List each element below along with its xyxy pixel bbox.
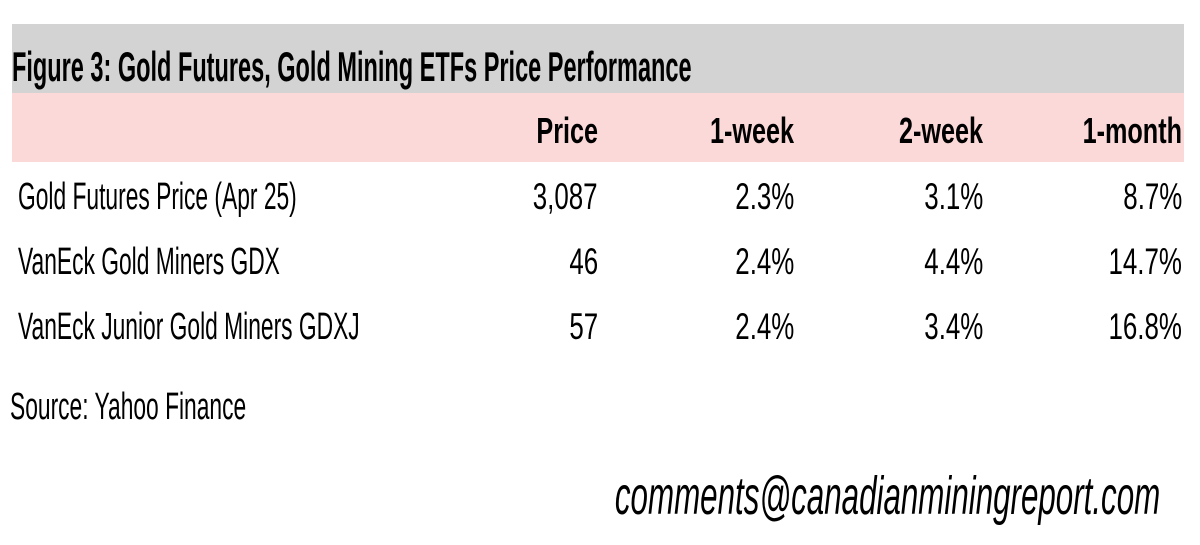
contact-email: comments@canadianminingreport.com xyxy=(220,469,1160,523)
row-label: VanEck Junior Gold Miners GDXJ xyxy=(18,305,360,348)
cell-1-month: 16.8% xyxy=(985,308,1184,345)
cell-2-week: 3.4% xyxy=(796,308,985,345)
figure-title-bar: Figure 3: Gold Futures, Gold Mining ETFs… xyxy=(12,24,1184,93)
price-value: 46 xyxy=(569,241,598,282)
1-week-value: 2.4% xyxy=(734,241,794,282)
table-row-gdxj: VanEck Junior Gold Miners GDXJ 57 2.4% 3… xyxy=(12,294,1184,359)
source-note: Source: Yahoo Finance xyxy=(10,388,404,426)
contact-email-text: comments@canadianminingreport.com xyxy=(614,466,1160,526)
1-month-value: 14.7% xyxy=(1108,241,1182,282)
cell-2-week: 4.4% xyxy=(796,243,985,280)
table-header-row: Price 1-week 2-week 1-month xyxy=(12,93,1184,162)
table-row-gdx: VanEck Gold Miners GDX 46 2.4% 4.4% 14.7… xyxy=(12,229,1184,294)
2-week-value: 3.4% xyxy=(923,306,983,347)
column-header-1-week: 1-week xyxy=(709,109,794,151)
column-header-price-cell: Price xyxy=(380,109,600,151)
source-text: Source: Yahoo Finance xyxy=(10,386,247,428)
column-header-1-month: 1-month xyxy=(1082,109,1182,151)
row-label-cell: VanEck Junior Gold Miners GDXJ xyxy=(12,308,380,346)
cell-2-week: 3.1% xyxy=(796,178,985,215)
figure-title: Figure 3: Gold Futures, Gold Mining ETFs… xyxy=(12,42,692,90)
row-label-cell: Gold Futures Price (Apr 25) xyxy=(12,178,380,216)
2-week-value: 3.1% xyxy=(923,176,983,217)
1-month-value: 8.7% xyxy=(1122,176,1182,217)
cell-price: 3,087 xyxy=(380,178,600,215)
cell-price: 57 xyxy=(380,308,600,345)
cell-1-week: 2.3% xyxy=(600,178,796,215)
cell-1-month: 8.7% xyxy=(985,178,1184,215)
row-label-cell: VanEck Gold Miners GDX xyxy=(12,243,380,281)
cell-1-week: 2.4% xyxy=(600,243,796,280)
cell-1-month: 14.7% xyxy=(985,243,1184,280)
column-header-1-week-cell: 1-week xyxy=(600,109,796,151)
cell-1-week: 2.4% xyxy=(600,308,796,345)
cell-price: 46 xyxy=(380,243,600,280)
column-header-1-month-cell: 1-month xyxy=(985,109,1184,151)
column-header-2-week: 2-week xyxy=(898,109,983,151)
1-week-value: 2.4% xyxy=(734,306,794,347)
1-week-value: 2.3% xyxy=(734,176,794,217)
column-header-2-week-cell: 2-week xyxy=(796,109,985,151)
price-value: 57 xyxy=(569,306,598,347)
table-row-gold-futures: Gold Futures Price (Apr 25) 3,087 2.3% 3… xyxy=(12,164,1184,229)
row-label: VanEck Gold Miners GDX xyxy=(18,240,280,283)
row-label: Gold Futures Price (Apr 25) xyxy=(18,175,297,218)
2-week-value: 4.4% xyxy=(923,241,983,282)
column-header-price: Price xyxy=(536,109,598,151)
1-month-value: 16.8% xyxy=(1108,306,1182,347)
price-value: 3,087 xyxy=(533,176,598,217)
